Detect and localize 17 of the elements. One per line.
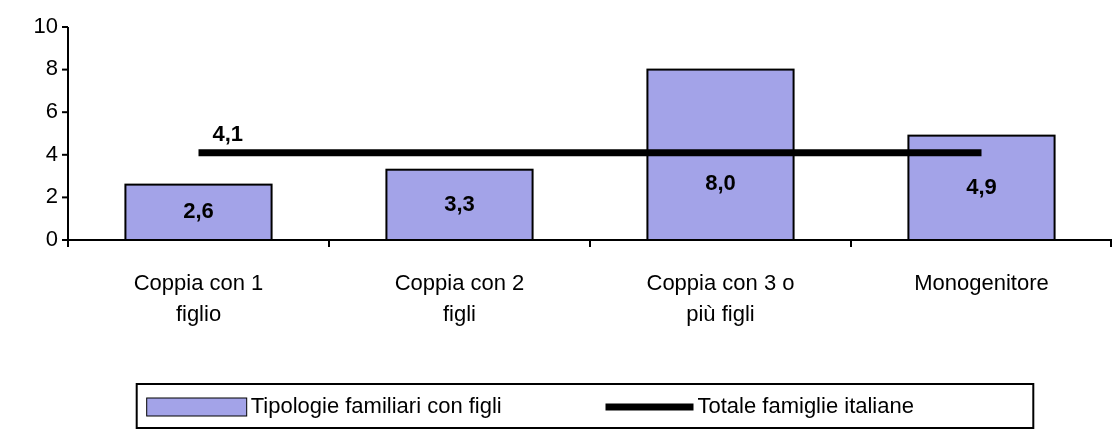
data-label: 2,6 [183,198,214,224]
x-tick-label: Coppia con 3 o più figli [646,270,795,326]
data-label: 4,9 [966,173,997,199]
data-label: 8,0 [705,170,736,196]
y-tick-label: 6 [45,98,58,124]
data-label: 4,1 [212,120,244,146]
y-tick-label: 4 [45,140,58,166]
x-tick-label: Coppia con 2 figli [394,270,525,326]
legend-label: Totale famiglie italiane [697,392,914,418]
y-tick-label: 8 [45,55,58,81]
legend-label: Tipologie familiari con figli [250,392,502,418]
data-label: 3,3 [444,190,475,216]
x-tick-label: Monogenitore [914,270,1049,295]
x-tick-label: Coppia con 1 figlio [133,270,264,326]
y-tick-label: 10 [33,12,58,38]
y-tick-label: 2 [45,183,58,209]
y-tick-label: 0 [45,225,58,251]
